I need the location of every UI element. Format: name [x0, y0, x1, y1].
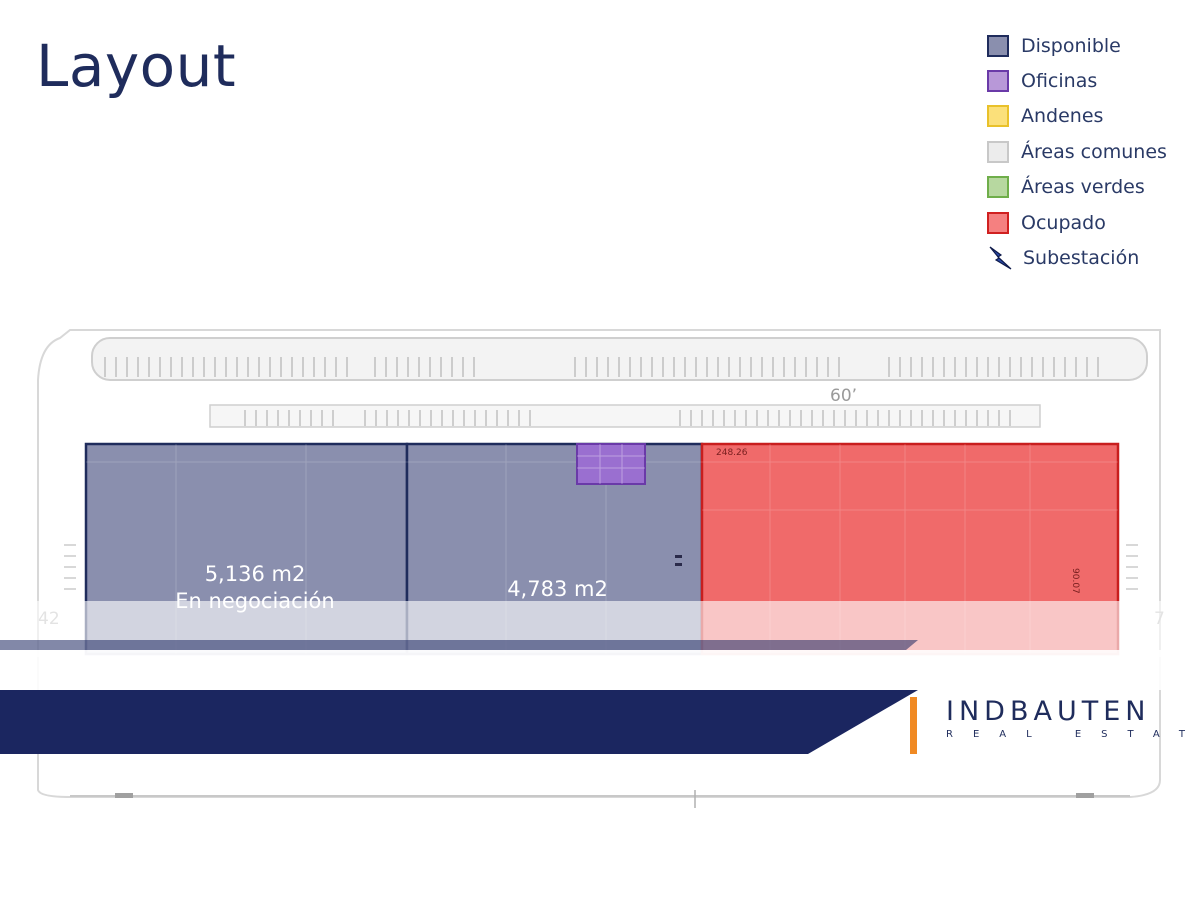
unit-area: 4,783 m2 [507, 577, 608, 601]
legend-swatch-disponible [987, 34, 1009, 57]
logo-name: INDBAUTEN [946, 696, 1151, 727]
unit-label-2: 4,783 m2 [455, 576, 660, 603]
legend-label: Oficinas [1021, 70, 1098, 93]
legend-label: Áreas comunes [1021, 140, 1167, 163]
legend-swatch-oficinas [987, 70, 1009, 93]
legend-swatch-ocupado [987, 211, 1009, 234]
site-boundary [37, 329, 1161, 798]
legend-item-areas-comunes: Áreas comunes [987, 134, 1167, 169]
footer-accent-strip [0, 640, 918, 650]
legend-swatch-areas-verdes [987, 176, 1009, 199]
office-block [576, 443, 646, 485]
footer-navy-band [0, 690, 918, 754]
legend-item-disponible: Disponible [987, 28, 1167, 63]
footer-white-band [0, 650, 1200, 690]
logo-accent-bar [910, 697, 917, 754]
legend: Disponible Oficinas Andenes Áreas comune… [987, 28, 1167, 276]
bottom-marker-left [115, 793, 133, 798]
dim-small-top: 248.26 [716, 448, 748, 458]
unit-area: 5,136 m2 [204, 562, 306, 586]
parking-strip-second [209, 404, 1041, 428]
logo-tagline: REAL ESTATE [946, 729, 1200, 740]
parking-stalls-top [104, 357, 1099, 377]
dim-small-side: 90.07 [1070, 568, 1080, 594]
legend-swatch-andenes [987, 105, 1009, 128]
bottom-marker-right [1076, 793, 1094, 798]
legend-item-andenes: Andenes [987, 99, 1167, 134]
legend-label: Ocupado [1021, 211, 1106, 234]
legend-item-subestacion: Subestación [987, 240, 1167, 275]
office-block-detail [577, 444, 645, 484]
legend-label: Disponible [1021, 34, 1121, 57]
parking-stalls-side [64, 544, 1138, 590]
company-logo: INDBAUTEN REAL ESTATE [946, 696, 1200, 741]
legend-item-ocupado: Ocupado [987, 205, 1167, 240]
legend-label: Subestación [1023, 247, 1140, 270]
legend-item-areas-verdes: Áreas verdes [987, 170, 1167, 205]
small-marker [675, 563, 682, 566]
page-title: Layout [36, 32, 237, 100]
parking-stalls-second [244, 410, 1011, 426]
lightning-bolt-icon [989, 246, 1012, 270]
small-marker [675, 555, 682, 558]
legend-label: Áreas verdes [1021, 176, 1145, 199]
legend-label: Andenes [1021, 105, 1104, 128]
legend-swatch-areas-comunes [987, 140, 1009, 163]
dimension-top: 60’ [830, 386, 857, 406]
legend-item-oficinas: Oficinas [987, 63, 1167, 98]
